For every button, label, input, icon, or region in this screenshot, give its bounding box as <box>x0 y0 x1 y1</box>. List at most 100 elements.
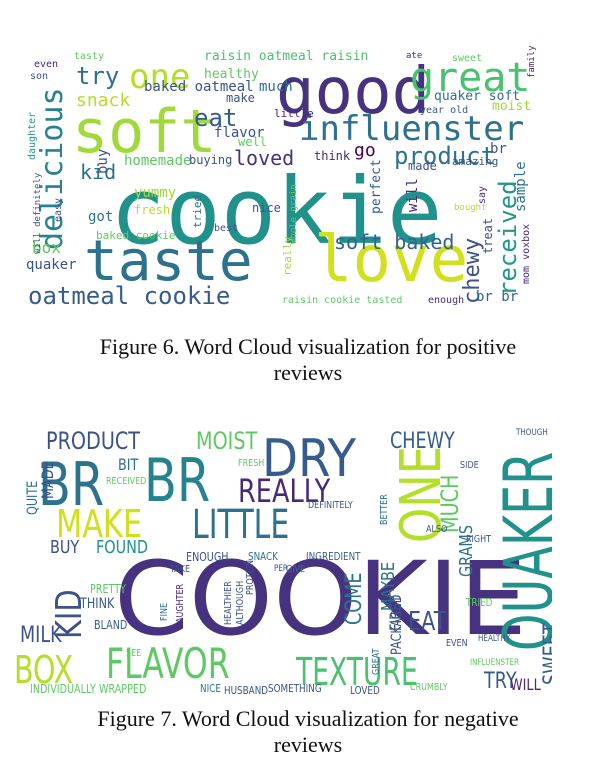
word-cloud-word: one <box>129 57 191 97</box>
word-cloud-word: well <box>238 135 267 149</box>
word-cloud-word: NICE <box>200 682 221 695</box>
word-cloud-word: INGREDIENT <box>306 550 361 563</box>
word-cloud-word: nice <box>252 201 281 215</box>
word-cloud-word: CHEWY <box>390 429 455 454</box>
caption-line-1: Figure 7. Word Cloud visualization for n… <box>97 706 519 731</box>
word-cloud-word: INDIVIDUALLY WRAPPED <box>30 682 147 696</box>
word-cloud-word: snack <box>76 90 131 111</box>
word-cloud-word: sweet <box>452 53 483 64</box>
word-cloud-word: baked oatmeal <box>144 79 254 95</box>
word-cloud-word: tried <box>191 194 204 228</box>
word-cloud-word: made <box>408 159 437 173</box>
word-cloud-word: say <box>477 185 488 204</box>
word-cloud-word: LOVED <box>350 684 380 696</box>
word-cloud-word: family <box>527 45 537 78</box>
word-cloud-word: flavor <box>214 125 265 141</box>
word-cloud-word: loved <box>234 146 295 170</box>
word-cloud-word: INFLUENSTER <box>470 658 520 668</box>
word-cloud-word: ALSO <box>426 524 448 535</box>
word-cloud-word: BR <box>38 450 105 520</box>
word-cloud-word: ate <box>406 51 423 61</box>
word-cloud-word: COME <box>342 572 367 625</box>
word-cloud-word: daughter <box>27 111 38 160</box>
word-cloud-word: love <box>314 223 469 297</box>
figure-6-caption: Figure 6. Word Cloud visualization for p… <box>0 334 616 386</box>
caption-line-1: Figure 6. Word Cloud visualization for p… <box>99 334 517 359</box>
word-cloud-word: go <box>354 140 376 161</box>
word-cloud-word: DRY <box>262 429 357 489</box>
word-cloud-word: will definitely <box>33 172 43 254</box>
word-cloud-word: year old <box>420 105 469 116</box>
word-cloud-word: EAT <box>408 607 447 637</box>
word-cloud-word: BOX <box>14 648 74 692</box>
word-cloud-word: PRODUCT <box>46 427 141 455</box>
word-cloud-word: RIGHT <box>466 534 492 545</box>
word-cloud-word: SNACK <box>248 550 278 563</box>
word-cloud-word: TAKE <box>170 564 191 575</box>
caption-line-2: reviews <box>273 732 343 757</box>
word-cloud-word: COOKIE <box>114 540 527 659</box>
word-cloud-word: MOIST <box>196 427 258 455</box>
word-cloud-word: FRESH <box>238 458 265 469</box>
word-cloud-word: product <box>394 142 496 170</box>
word-cloud-word: ALTHOUGH <box>235 580 246 625</box>
word-cloud-word: BETTER <box>379 494 390 525</box>
word-cloud-word: TRY <box>484 669 517 694</box>
word-cloud-word: PROTEIN <box>245 560 256 595</box>
word-cloud-word: GRAMS <box>456 525 477 577</box>
word-cloud-word: BLAND <box>94 618 128 632</box>
word-cloud-word: HUSBAND <box>224 684 269 696</box>
word-cloud-word: FINE <box>159 603 170 621</box>
word-cloud-word: GIVE <box>286 564 306 575</box>
word-cloud-word: even <box>34 59 59 70</box>
word-cloud-word: QUITE <box>25 480 41 515</box>
word-cloud-word: PRETTY <box>90 582 126 596</box>
word-cloud-word: perfect <box>369 159 384 214</box>
word-cloud-word: great <box>410 55 531 101</box>
word-cloud-word: MAKE <box>56 502 143 546</box>
word-cloud-word: easy <box>53 197 64 222</box>
word-cloud-word: tasty <box>74 51 105 62</box>
word-cloud-word: RECEIVED <box>106 476 147 487</box>
word-cloud-word: MADE <box>38 461 57 499</box>
word-cloud-word: TRIED <box>466 596 493 609</box>
word-cloud-word: EVEN <box>446 638 468 649</box>
word-cloud-word: LITTLE <box>192 502 290 548</box>
word-cloud-word: kid <box>80 160 117 184</box>
word-cloud-word: br <box>490 141 507 157</box>
word-cloud-word: fresh <box>134 203 171 217</box>
word-cloud-word: think <box>314 149 351 163</box>
word-cloud-word: SEE <box>126 648 142 659</box>
word-cloud-word: HEALTHY <box>478 634 511 644</box>
word-cloud-word: buying <box>189 153 233 167</box>
word-cloud-word: DEFINITELY <box>308 500 353 511</box>
word-cloud-word: good <box>276 55 431 129</box>
word-cloud-word: whole grain <box>289 184 299 244</box>
word-cloud-word: WILL <box>510 675 541 694</box>
word-cloud-word: sample <box>513 161 529 212</box>
word-cloud-word: oatmeal cookie <box>28 282 231 310</box>
word-cloud-word: cookie <box>110 158 443 265</box>
word-cloud-word: quaker soft <box>434 89 521 104</box>
word-cloud-word: make <box>226 91 255 105</box>
word-cloud-word: enough <box>428 295 465 306</box>
figure-7-caption: Figure 7. Word Cloud visualization for n… <box>0 706 616 758</box>
word-cloud-word: influenster <box>299 109 525 149</box>
word-cloud-word: amazing <box>452 155 499 168</box>
word-cloud-word: eat <box>194 104 238 132</box>
word-cloud-word: QUAKER <box>490 451 552 651</box>
word-cloud-word: HEALTHIER <box>223 581 234 625</box>
word-cloud-word: mom voxbox <box>521 223 532 284</box>
word-cloud-word: BIT <box>118 455 139 474</box>
word-cloud-word: treat <box>481 217 495 254</box>
word-cloud-word: homemade <box>124 153 192 169</box>
word-cloud-word: SIDE <box>460 460 479 471</box>
word-cloud-word: DAUGHTER <box>175 583 186 629</box>
word-cloud-word: healthy <box>204 67 259 82</box>
word-cloud-word: will <box>405 178 421 212</box>
word-cloud-word: raisin cookie tasted <box>282 295 403 306</box>
word-cloud-word: bought <box>454 203 487 213</box>
positive-word-cloud: cookie taste soft good love great influenster o… <box>14 44 542 314</box>
word-cloud-word: best <box>214 223 239 234</box>
word-cloud-word: quaker <box>26 257 77 273</box>
